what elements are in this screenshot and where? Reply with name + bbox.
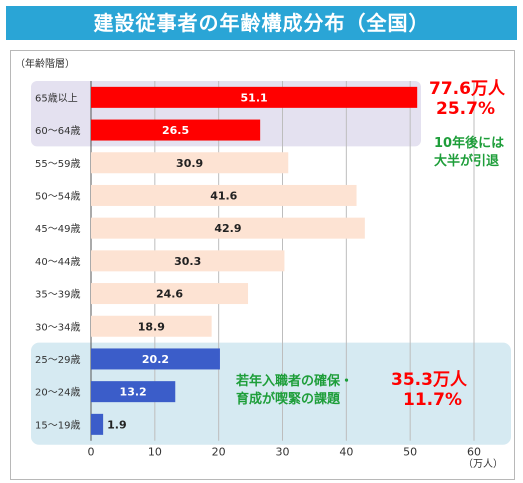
value-label: 42.9	[214, 222, 241, 235]
bar	[91, 413, 104, 435]
bar	[91, 381, 176, 403]
value-label: 24.6	[156, 288, 183, 301]
category-label: 55〜59歳	[35, 158, 80, 170]
category-label: 45〜49歳	[35, 223, 80, 235]
y-axis-label: （年齢階層）	[15, 57, 75, 70]
category-label: 65歳以上	[35, 92, 78, 104]
chart-frame: 51.1 26.5 30.9 41.6 42.9 30.3 24.6 18.9 20.2 13.2…	[10, 50, 515, 480]
bar	[91, 283, 249, 305]
young-note-line1: 若年入職者の確保・	[235, 373, 353, 389]
young-total-annotation: 35.3万人	[391, 370, 468, 390]
value-label: 20.2	[142, 353, 169, 366]
bar	[91, 184, 357, 206]
x-tick-label: 50	[403, 446, 417, 459]
x-tick-label: 60	[467, 446, 481, 459]
bar	[91, 86, 418, 108]
page-title: 建設従事者の年齢構成分布（全国）	[6, 6, 517, 40]
senior-note-line1: 10年後には	[434, 135, 504, 151]
bar	[91, 315, 212, 337]
bar	[91, 250, 285, 272]
category-label: 35〜39歳	[35, 289, 80, 301]
value-label: 51.1	[241, 91, 268, 104]
senior-pct-annotation: 25.7%	[436, 99, 495, 119]
value-label: 26.5	[162, 124, 189, 137]
category-label: 40〜44歳	[35, 256, 80, 268]
senior-note-line2: 大半が引退	[434, 153, 499, 169]
value-label: 1.9	[107, 418, 127, 431]
value-label: 41.6	[210, 189, 237, 202]
category-label: 60〜64歳	[35, 125, 80, 137]
bar	[91, 217, 365, 239]
bar	[91, 348, 220, 370]
young-pct-annotation: 11.7%	[403, 390, 462, 410]
category-label: 15〜19歳	[35, 419, 80, 431]
young-note-line2: 育成が喫緊の課題	[236, 391, 341, 407]
x-tick-label: 20	[212, 446, 226, 459]
x-tick-label: 40	[339, 446, 353, 459]
senior-total-annotation: 77.6万人	[429, 79, 506, 99]
x-tick-label: 0	[88, 446, 95, 459]
value-label: 30.3	[174, 255, 201, 268]
age-distribution-chart: 51.1 26.5 30.9 41.6 42.9 30.3 24.6 18.9 20.2 13.2…	[15, 57, 511, 470]
value-label: 30.9	[176, 157, 203, 170]
value-label: 13.2	[120, 386, 147, 399]
value-label: 18.9	[138, 320, 165, 333]
category-label: 20〜24歳	[35, 387, 80, 399]
bar	[91, 119, 261, 141]
category-label: 50〜54歳	[35, 190, 80, 202]
bar	[91, 152, 289, 174]
x-tick-label: 10	[148, 446, 162, 459]
category-label: 30〜34歳	[35, 321, 80, 333]
category-label: 25〜29歳	[35, 354, 80, 366]
x-tick-label: 30	[276, 446, 290, 459]
x-axis-unit-label: （万人）	[463, 458, 503, 470]
